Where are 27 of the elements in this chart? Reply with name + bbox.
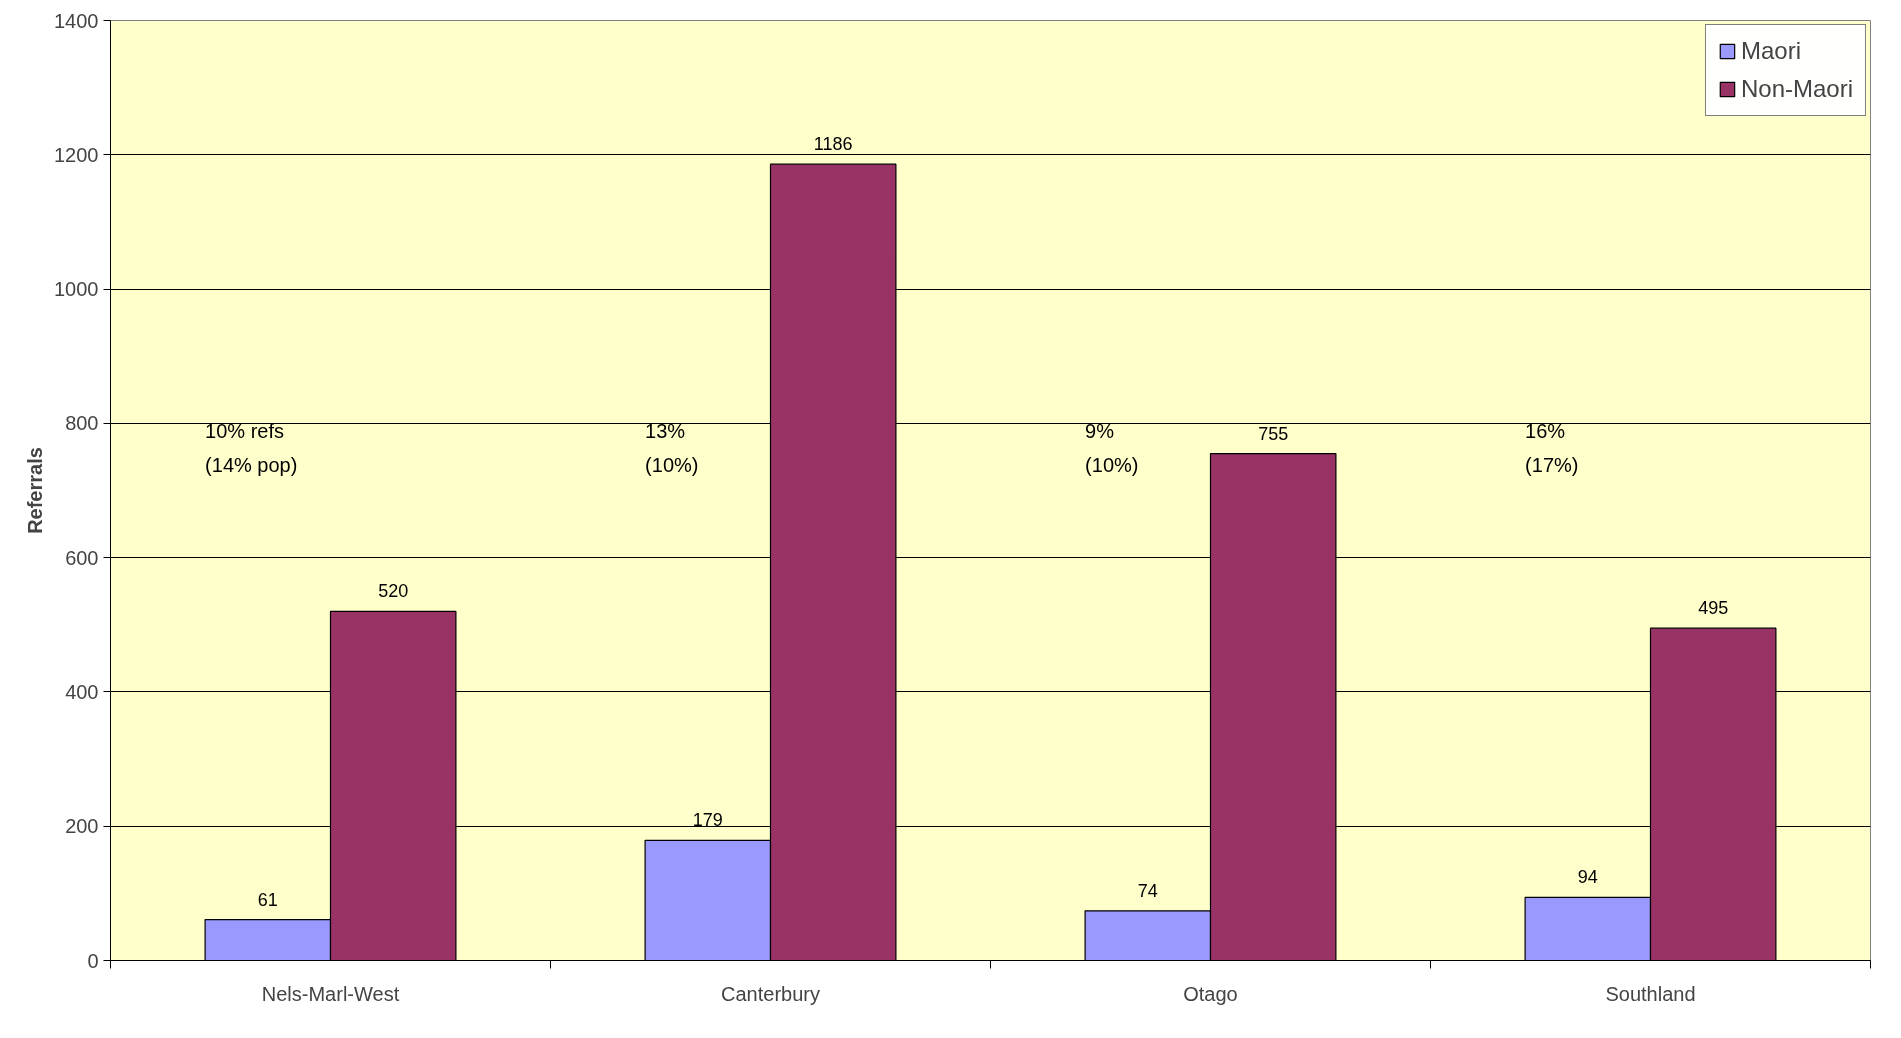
x-tick-label: Otago — [1183, 982, 1238, 1005]
y-tick-label: 1000 — [54, 278, 99, 301]
y-tick-label: 1400 — [54, 9, 99, 32]
annotation: 16% (17%) — [1525, 420, 1579, 477]
y-tick-label: 600 — [65, 546, 99, 569]
annotation: 10% refs (14% pop) — [205, 420, 298, 477]
y-tick-label: 800 — [65, 412, 99, 435]
y-tick-label: 400 — [65, 680, 99, 703]
x-tick-label: Southland — [1605, 982, 1696, 1005]
data-label: 520 — [378, 581, 409, 602]
data-label: 179 — [692, 810, 723, 831]
y-tick-label: 200 — [65, 815, 99, 838]
data-label: 1186 — [813, 134, 853, 155]
x-tick-label: Canterbury — [721, 982, 820, 1005]
data-label: 755 — [1258, 423, 1289, 444]
annotation: 9% (10%) — [1085, 420, 1139, 477]
data-label: 74 — [1137, 880, 1158, 901]
legend-label: Maori — [1740, 37, 1801, 65]
data-label: 495 — [1698, 598, 1729, 619]
annotation: 13% (10%) — [645, 420, 699, 477]
x-tick-label: Nels-Marl-West — [261, 982, 400, 1005]
y-tick-label: 0 — [87, 949, 99, 972]
data-label: 61 — [257, 889, 278, 910]
y-tick-label: 1200 — [54, 143, 99, 166]
data-label: 94 — [1577, 867, 1598, 888]
y-axis-title: Referrals — [24, 447, 47, 534]
legend-label: Non-Maori — [1740, 75, 1853, 103]
